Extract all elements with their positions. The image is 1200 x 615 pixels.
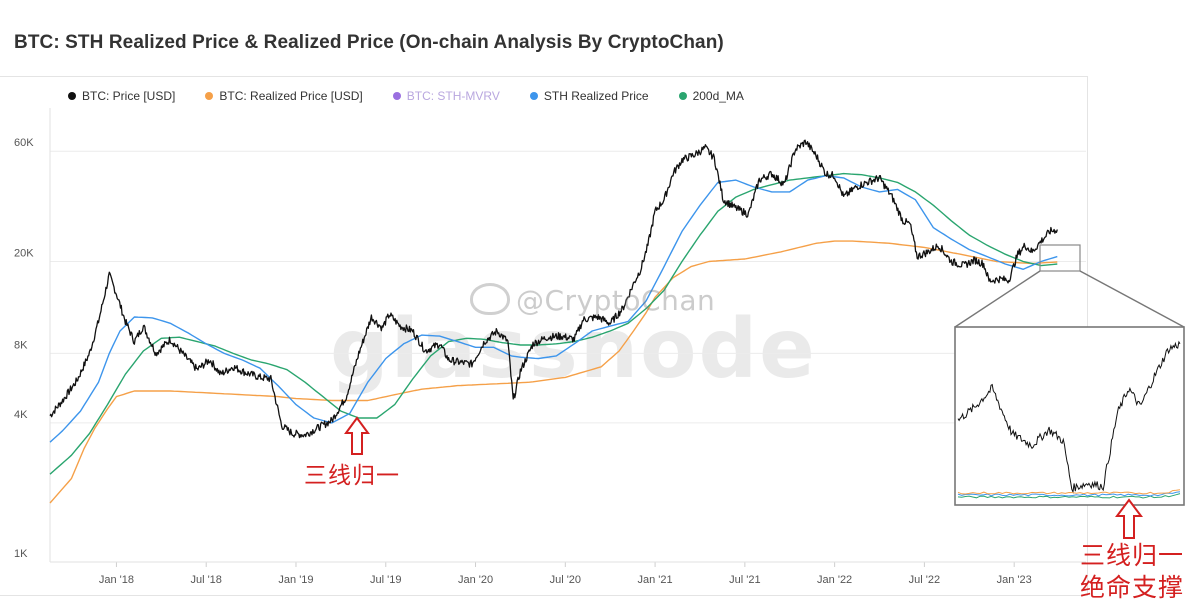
inset-line-realized-price — [957, 489, 1181, 495]
x-tick-label: Jan '19 — [278, 574, 313, 586]
series-line-realized-price — [49, 240, 1058, 504]
chart-legend: BTC: Price [USD] BTC: Realized Price [US… — [68, 89, 774, 103]
legend-item-sth-mvrv[interactable]: BTC: STH-MVRV — [392, 89, 500, 103]
zoom-focus-box — [1039, 244, 1081, 272]
y-axis-ticks: 1K 4K 8K 20K 60K — [14, 137, 34, 560]
x-tick-label: Jul '19 — [370, 574, 401, 586]
legend-label-200d-ma: 200d_MA — [692, 89, 744, 103]
annotation-arrow-right — [1115, 498, 1143, 539]
chart-title: BTC: STH Realized Price & Realized Price… — [14, 32, 724, 53]
series-layer — [49, 139, 1058, 504]
legend-dot-realized-price — [205, 92, 214, 100]
annotation-arrow-left — [344, 416, 370, 455]
legend-label-realized-price: BTC: Realized Price [USD] — [219, 89, 363, 103]
zoom-connector-right — [1079, 270, 1185, 328]
zoom-inset-lines — [957, 340, 1181, 499]
legend-item-price[interactable]: BTC: Price [USD] — [68, 89, 175, 103]
x-tick-label: Jan '18 — [99, 574, 134, 586]
y-tick-label: 1K — [14, 548, 28, 560]
author-watermark-text: @CryptoChan — [516, 284, 716, 317]
x-tick-label: Jan '23 — [997, 574, 1032, 586]
x-tick-label: Jan '20 — [458, 574, 493, 586]
zoom-connector-left — [954, 270, 1041, 328]
x-axis-ticks: Jan '18 Jul '18 Jan '19 Jul '19 Jan '20 Jul '… — [99, 562, 1032, 586]
x-tick-label: Jul '20 — [550, 574, 581, 586]
legend-label-price: BTC: Price [USD] — [82, 89, 176, 103]
legend-label-sth-realized-price: STH Realized Price — [543, 89, 649, 103]
author-watermark: @CryptoChan — [470, 283, 716, 318]
legend-item-realized-price[interactable]: BTC: Realized Price [USD] — [205, 89, 363, 103]
x-tick-label: Jan '22 — [817, 574, 852, 586]
legend-dot-price — [68, 92, 76, 100]
x-tick-label: Jul '22 — [909, 574, 940, 586]
gridlines — [50, 150, 1086, 563]
inset-line-sth-realized-price — [957, 493, 1181, 499]
legend-dot-200d-ma — [678, 92, 687, 100]
legend-label-sth-mvrv: BTC: STH-MVRV — [406, 89, 500, 103]
x-tick-label: Jul '21 — [729, 574, 760, 586]
annotation-right-line1: 三线归一 — [1080, 541, 1185, 570]
inset-line-price — [957, 340, 1181, 494]
series-line-price — [49, 139, 1058, 439]
y-tick-label: 4K — [14, 409, 28, 421]
weibo-icon — [470, 283, 510, 315]
inset-line-200d-ma — [957, 491, 1181, 497]
legend-item-200d-ma[interactable]: 200d_MA — [678, 89, 744, 103]
legend-dot-sth-mvrv — [392, 92, 401, 100]
y-tick-label: 60K — [14, 137, 34, 149]
annotation-left-text: 三线归一 — [304, 463, 400, 489]
y-tick-label: 20K — [14, 247, 34, 259]
legend-item-sth-realized-price[interactable]: STH Realized Price — [529, 89, 649, 103]
series-line-200d-ma — [49, 172, 1058, 475]
y-tick-label: 8K — [14, 339, 28, 351]
x-tick-label: Jul '18 — [190, 574, 221, 586]
x-tick-label: Jan '21 — [638, 574, 673, 586]
legend-dot-sth-realized-price — [529, 92, 538, 100]
annotation-right-text: 三线归一 绝命支撑 — [1080, 540, 1184, 604]
annotation-right-line2: 绝命支撑 — [1080, 573, 1185, 602]
